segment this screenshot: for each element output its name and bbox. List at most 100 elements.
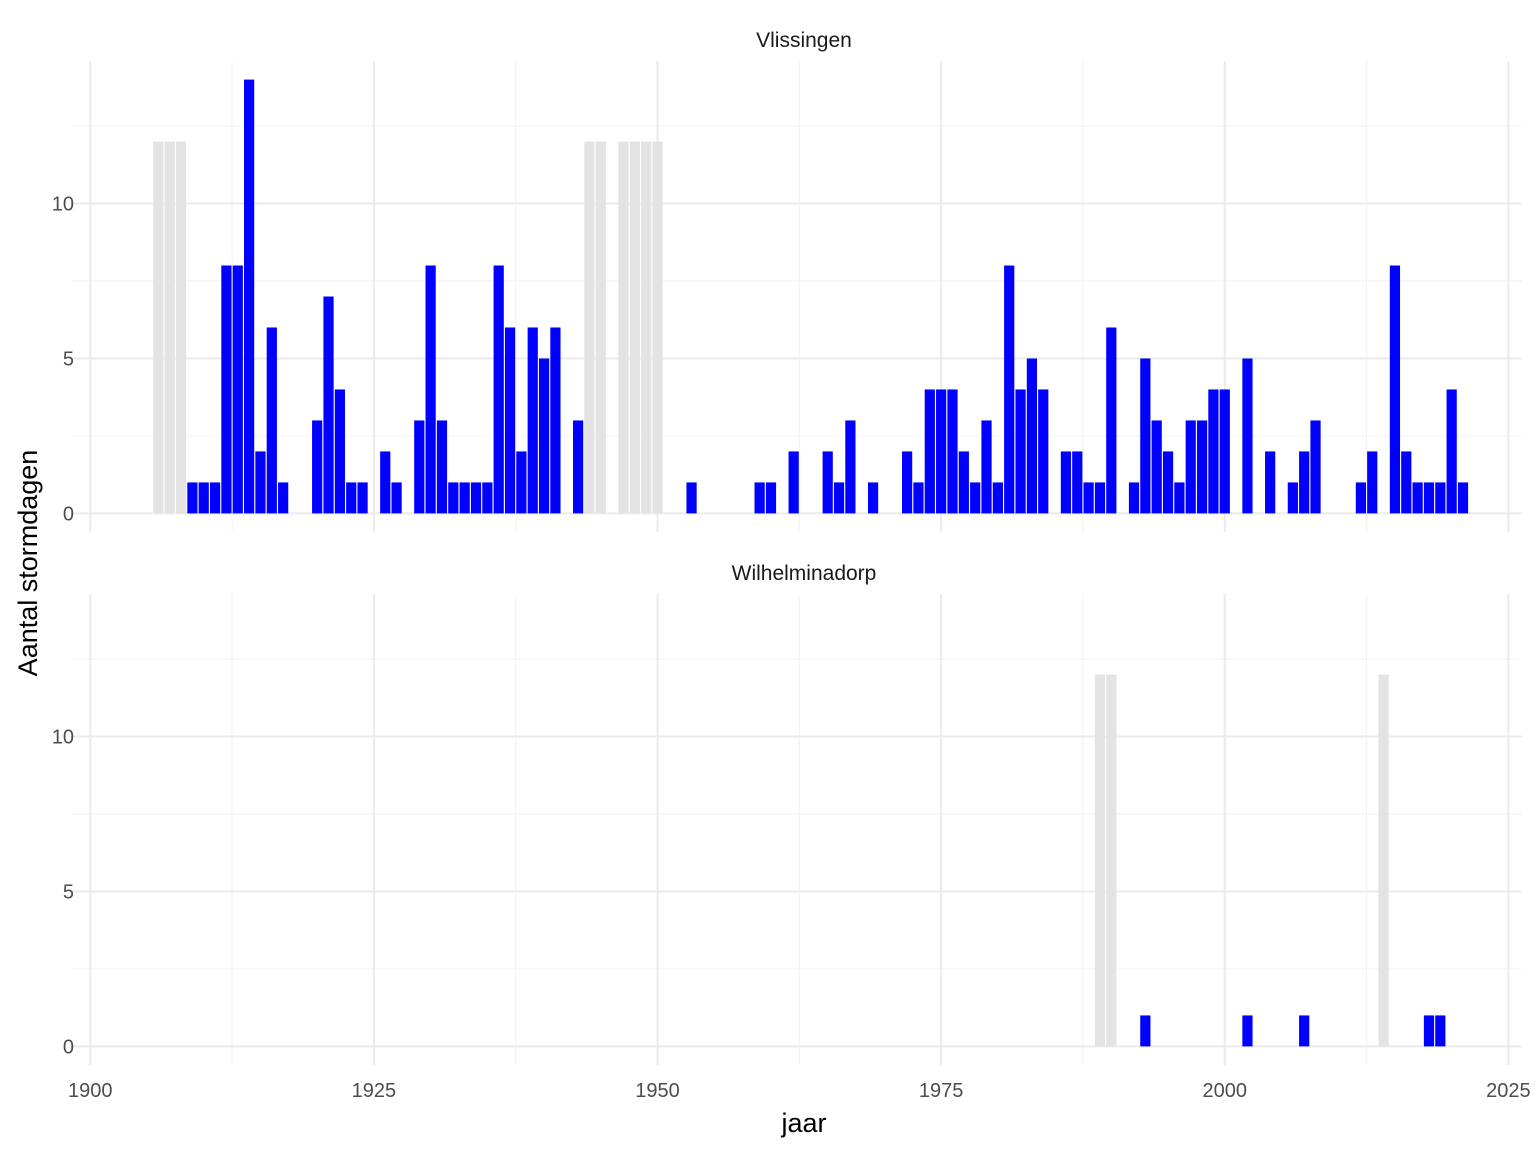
bar — [255, 451, 266, 514]
bar — [1310, 420, 1321, 514]
bar — [493, 265, 504, 514]
panel-title-vlissingen: Vlissingen — [756, 29, 852, 52]
bar — [867, 482, 879, 514]
x-tick-label: 2000 — [1203, 1080, 1248, 1102]
missing-bar — [618, 141, 629, 514]
missing-bar — [652, 141, 663, 514]
bar — [482, 482, 493, 514]
bar — [1038, 389, 1049, 514]
bar — [913, 482, 924, 514]
bar — [527, 327, 538, 514]
x-axis-ticks: 1900 1925 1950 1975 2000 2025 — [68, 1080, 1531, 1102]
bar — [902, 451, 913, 514]
bar — [380, 451, 391, 514]
missing-bar — [595, 141, 606, 514]
bar — [1435, 1015, 1446, 1047]
bar — [1208, 389, 1219, 514]
bar — [1083, 482, 1094, 514]
bars-panel-1 — [1094, 674, 1446, 1047]
bar — [1299, 451, 1310, 514]
bar — [1162, 451, 1174, 514]
y-axis-ticks: 0 5 10 0 5 10 — [52, 194, 74, 1059]
bar — [425, 265, 436, 514]
bar — [970, 482, 981, 514]
bar — [1219, 389, 1230, 514]
bar — [346, 482, 357, 514]
bar — [1242, 1015, 1253, 1047]
bar — [1367, 451, 1378, 514]
grid-panel-1 — [71, 594, 1522, 1065]
y-tick-label: 10 — [52, 194, 74, 216]
bar — [550, 327, 561, 514]
panel-vlissingen: Vlissingen — [71, 29, 1522, 532]
bar — [1389, 265, 1401, 514]
bar — [1185, 420, 1196, 514]
bar — [312, 420, 323, 514]
bar — [470, 482, 482, 514]
missing-bar — [584, 141, 595, 514]
bar — [1174, 482, 1185, 514]
bar — [958, 451, 969, 514]
bar — [221, 265, 232, 514]
bar — [1060, 451, 1072, 514]
bar — [992, 482, 1003, 514]
bar — [1196, 420, 1208, 514]
bar — [232, 265, 243, 514]
y-tick-label: 0 — [63, 503, 74, 525]
bar — [1435, 482, 1446, 514]
bar — [198, 482, 209, 514]
bar — [187, 482, 198, 514]
bar — [1151, 420, 1162, 514]
y-axis-title: Aantal stormdagen — [13, 450, 43, 677]
bar — [754, 482, 765, 514]
bars-panel-0 — [153, 79, 1469, 514]
bar — [516, 451, 527, 514]
y-tick-label: 0 — [63, 1036, 74, 1058]
bar — [1242, 358, 1253, 514]
bar — [1140, 1015, 1151, 1047]
bar — [1423, 1015, 1435, 1047]
y-tick-label: 10 — [52, 727, 74, 749]
x-tick-label: 1900 — [68, 1080, 113, 1102]
bar — [924, 389, 935, 514]
bar — [244, 79, 255, 514]
bar — [1004, 265, 1015, 514]
bar — [448, 482, 459, 514]
missing-bar — [164, 141, 175, 514]
x-axis-title: jaar — [780, 1108, 826, 1138]
bar — [1026, 358, 1038, 514]
bar — [1355, 482, 1367, 514]
bar — [1446, 389, 1457, 514]
bar — [1106, 327, 1117, 514]
bar — [1299, 1015, 1310, 1047]
bar — [1423, 482, 1435, 514]
bar — [278, 482, 289, 514]
bar — [936, 389, 947, 514]
missing-bar — [629, 141, 640, 514]
bar — [1265, 451, 1276, 514]
bar — [981, 420, 992, 514]
x-tick-label: 1925 — [352, 1080, 397, 1102]
bar — [334, 389, 345, 514]
bar — [538, 358, 550, 514]
bar — [788, 451, 799, 514]
bar — [436, 420, 448, 514]
bar — [573, 420, 584, 514]
bar — [414, 420, 425, 514]
missing-bar — [153, 141, 164, 514]
bar — [504, 327, 516, 514]
y-tick-label: 5 — [63, 348, 74, 370]
bar — [1401, 451, 1412, 514]
bar — [357, 482, 368, 514]
bar — [1072, 451, 1083, 514]
bar — [1128, 482, 1140, 514]
bar — [765, 482, 777, 514]
bar — [1287, 482, 1298, 514]
bar — [845, 420, 856, 514]
bar — [1457, 482, 1469, 514]
bar — [1412, 482, 1423, 514]
x-tick-label: 2025 — [1486, 1080, 1531, 1102]
bar — [833, 482, 845, 514]
